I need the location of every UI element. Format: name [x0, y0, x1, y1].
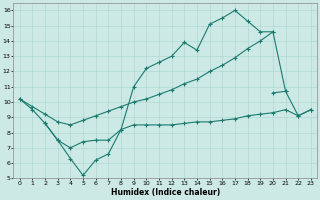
X-axis label: Humidex (Indice chaleur): Humidex (Indice chaleur) [111, 188, 220, 197]
